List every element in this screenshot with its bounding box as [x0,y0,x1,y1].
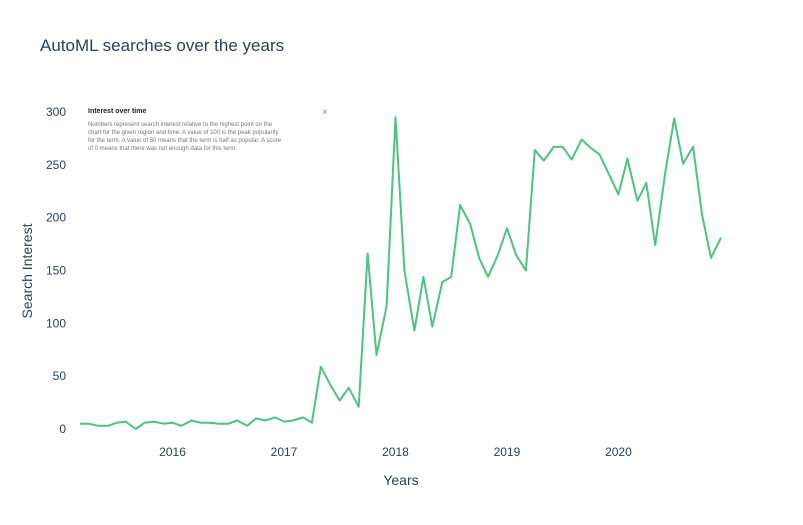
y-tick-label: 50 [53,369,67,383]
x-tick-label: 2020 [605,445,632,459]
y-axis: 0 50 100 150 200 250 300 [46,105,66,436]
x-tick-label: 2016 [159,445,186,459]
chart-title: AutoML searches over the years [40,36,284,55]
y-axis-title: Search Interest [19,223,35,318]
x-tick-label: 2019 [494,445,521,459]
x-tick-label: 2018 [382,445,409,459]
y-tick-label: 250 [46,158,66,172]
y-tick-label: 100 [46,316,66,330]
y-tick-label: 0 [59,422,66,436]
y-tick-label: 150 [46,264,66,278]
x-axis: 2016 2017 2018 2019 2020 [159,445,632,459]
close-icon[interactable]: × [322,107,328,118]
popup-line: of 0 means that there was not enough dat… [88,146,237,152]
popup-line: for the term. A value of 50 means that t… [88,138,282,144]
x-tick-label: 2017 [271,445,298,459]
y-tick-label: 200 [46,211,66,225]
series-line [80,116,722,430]
x-axis-title: Years [383,472,418,488]
info-popup: Interest over time × Numbers represent s… [88,107,328,152]
popup-line: Numbers represent search interest relati… [88,122,273,128]
y-tick-label: 300 [46,105,66,119]
series-group [80,116,722,430]
popup-title: Interest over time [88,108,146,115]
popup-line: chart for the given region and time. A v… [88,130,278,136]
